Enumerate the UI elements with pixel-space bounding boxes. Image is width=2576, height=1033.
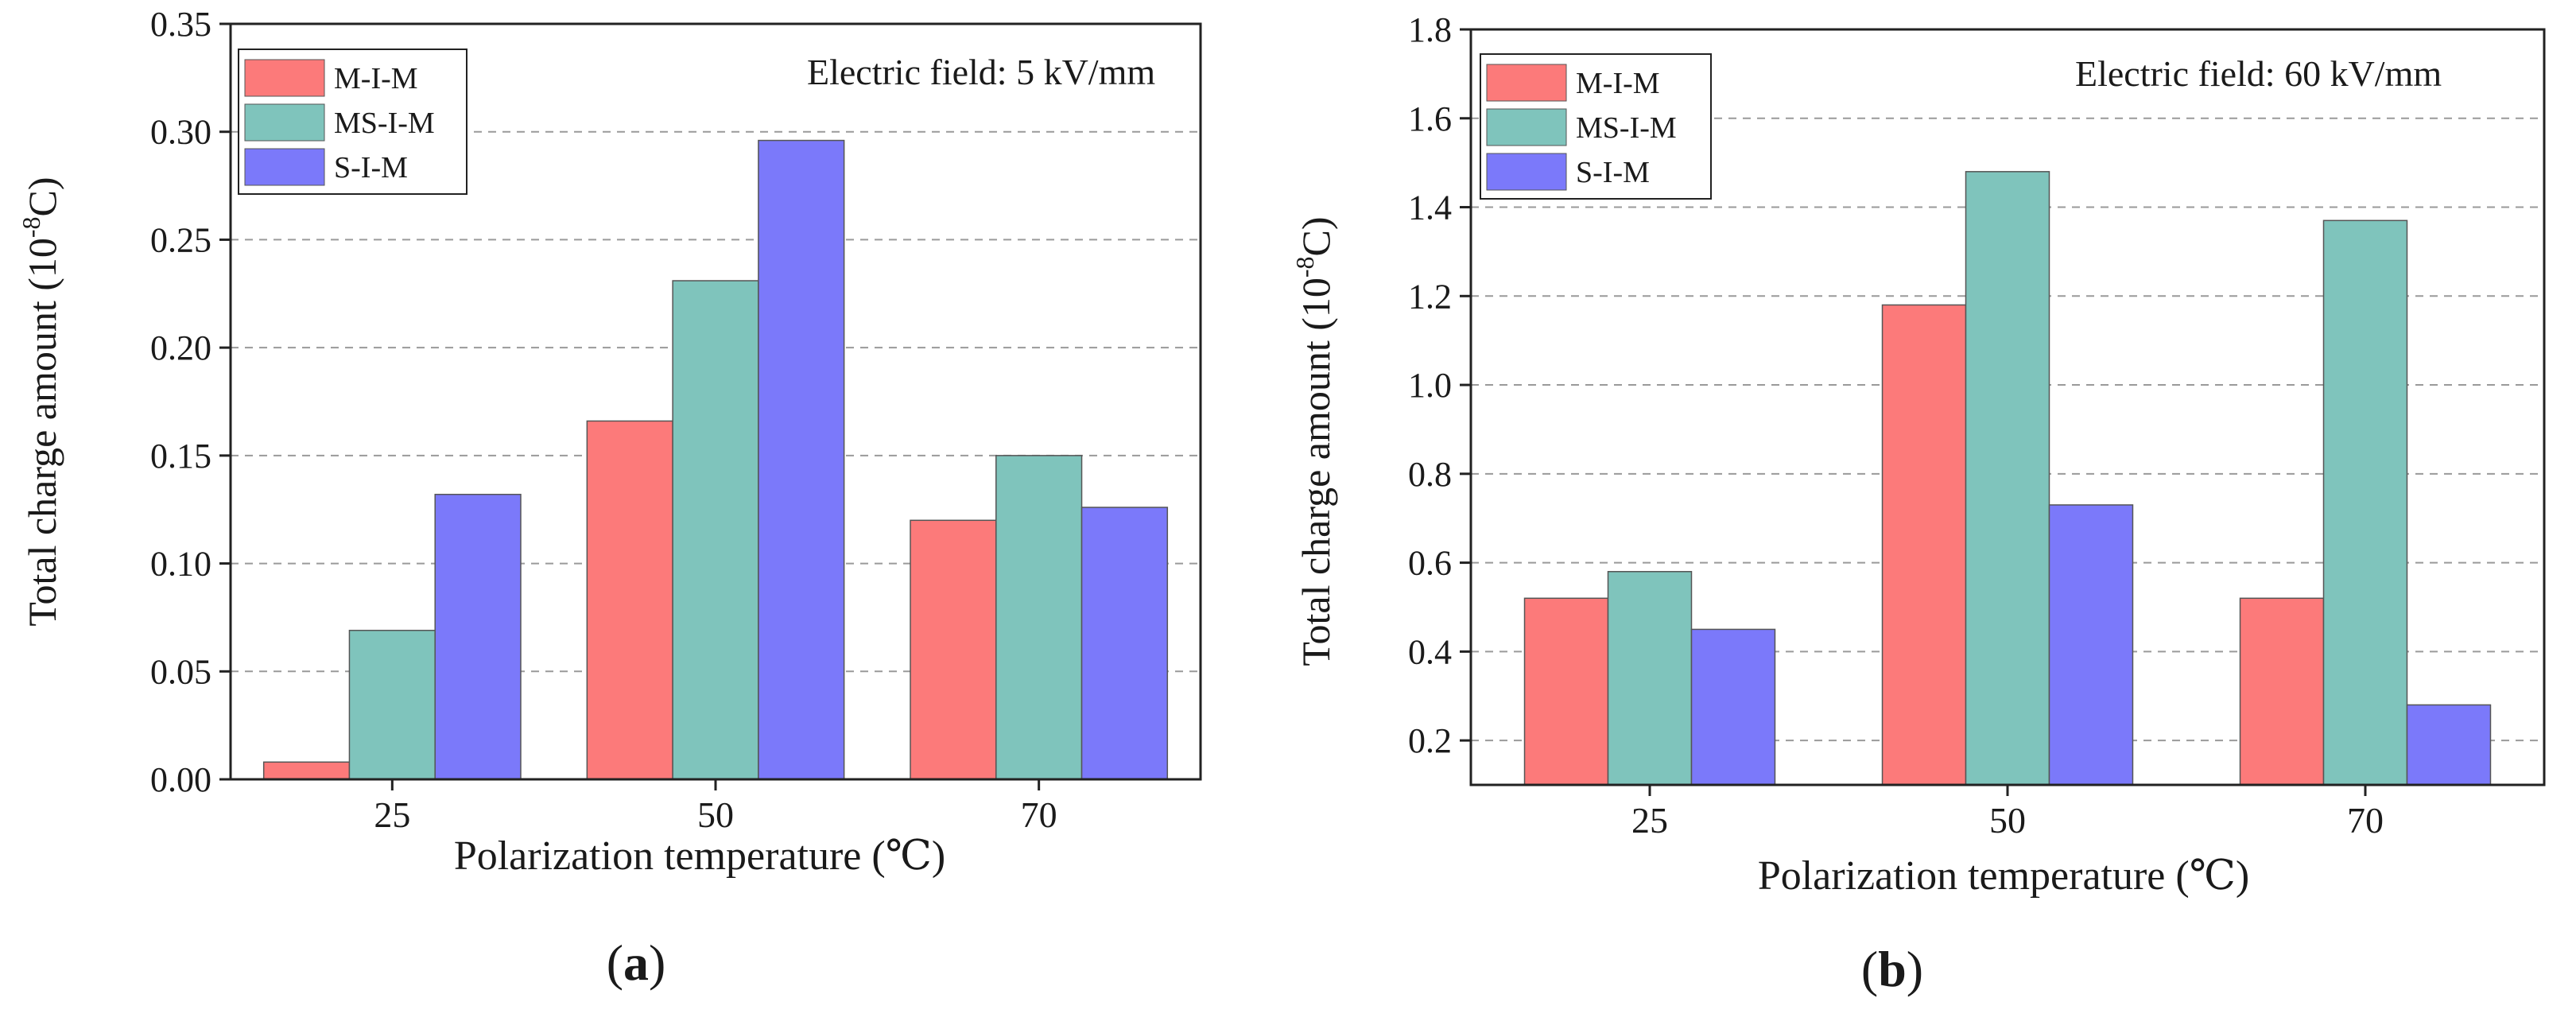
- bar-m-i-m-70: [910, 519, 997, 780]
- y-ticks-a: 0.00 0.05 0.10 0.15 0.20 0.25 0.30 0.35: [150, 5, 231, 799]
- y-axis-label-b: Total charge amount (10-8C): [1290, 216, 1338, 666]
- annotation-a: Electric field: 5 kV/mm: [807, 52, 1155, 92]
- x-tick-label: 25: [1631, 800, 1668, 841]
- legend-swatch-a-m-i-m: [244, 59, 325, 97]
- legend-label-b-ms-i-m: MS-I-M: [1576, 111, 1677, 145]
- y-tick-label: 0.30: [150, 113, 211, 152]
- chart-panel-a: 0.000.050.100.150.200.250.300.35 25 50 70 …: [17, 5, 1202, 991]
- bar-m-i-m-25: [1523, 597, 1609, 786]
- bar-m-i-m-50: [1881, 304, 1967, 786]
- legend-swatch-b-m-i-m: [1486, 64, 1567, 102]
- panel-label-a: (a): [607, 934, 666, 991]
- y-tick-label: 0.2: [1408, 721, 1452, 760]
- y-tick-label: 1.4: [1408, 188, 1452, 227]
- y-tick-label: 0.6: [1408, 544, 1452, 583]
- y-tick-label: 0.8: [1408, 455, 1452, 494]
- legend-label-a-m-i-m: M-I-M: [334, 62, 418, 95]
- y-tick-label: 0.25: [150, 220, 211, 259]
- legend-label-b-m-i-m: M-I-M: [1576, 67, 1660, 100]
- legend-swatch-b-s-i-m: [1486, 153, 1567, 191]
- bar-ms-i-m-25: [348, 629, 436, 780]
- x-axis-label-a: Polarization temperature (℃): [454, 833, 945, 879]
- bars-b: [1523, 171, 2492, 786]
- legend-swatch-b-ms-i-m: [1486, 108, 1567, 146]
- x-tick-label: 50: [1989, 800, 2026, 841]
- bar-ms-i-m-50: [672, 280, 759, 780]
- y-tick-label: 0.35: [150, 5, 211, 44]
- y-axis-label-a: Total charge amount (10-8C): [17, 177, 64, 626]
- legend-b: M-I-M MS-I-M S-I-M: [1480, 53, 1712, 200]
- x-tick-label: 70: [2347, 800, 2384, 841]
- bar-s-i-m-25: [434, 493, 522, 780]
- bar-m-i-m-70: [2239, 597, 2325, 786]
- chart-panel-b: 0.2 0.4 0.6 0.8 1.0 1.2 1.4 1.6 1.8 25 50 70 Total…: [1290, 10, 2546, 997]
- x-tick-label: 50: [697, 794, 734, 835]
- bars-a: [262, 139, 1169, 780]
- x-ticks-a: 25 50 70: [374, 779, 1057, 835]
- y-tick-label: 1.6: [1408, 99, 1452, 138]
- bar-s-i-m-50: [2048, 504, 2134, 786]
- bar-s-i-m-50: [758, 139, 845, 780]
- legend-label-a-ms-i-m: MS-I-M: [334, 107, 435, 140]
- y-tick-label: 1.8: [1408, 10, 1452, 49]
- legend-swatch-a-s-i-m: [244, 148, 325, 186]
- bar-ms-i-m-25: [1607, 571, 1693, 786]
- x-tick-label: 70: [1021, 794, 1057, 835]
- bar-s-i-m-70: [2406, 704, 2492, 786]
- y-tick-label: 1.2: [1408, 277, 1452, 316]
- bar-ms-i-m-70: [995, 455, 1083, 780]
- bar-s-i-m-70: [1080, 507, 1169, 780]
- y-tick-label: 0.10: [150, 545, 211, 584]
- y-ticks-b: 0.2 0.4 0.6 0.8 1.0 1.2 1.4 1.6 1.8: [1408, 10, 1471, 760]
- bar-ms-i-m-70: [2322, 219, 2408, 786]
- annotation-b: Electric field: 60 kV/mm: [2075, 53, 2442, 94]
- y-tick-label: 1.0: [1408, 366, 1452, 405]
- y-tick-label: 0.20: [150, 328, 211, 367]
- x-ticks-b: 25 50 70: [1631, 785, 2384, 841]
- bar-m-i-m-50: [586, 420, 673, 780]
- x-axis-label-b: Polarization temperature (℃): [1758, 853, 2249, 899]
- legend-label-a-s-i-m: S-I-M: [334, 151, 408, 184]
- bar-m-i-m-25: [262, 761, 351, 780]
- bar-ms-i-m-50: [1965, 171, 2050, 786]
- x-tick-label: 25: [374, 794, 410, 835]
- y-tick-label: 0.05: [150, 652, 211, 691]
- y-tick-label: 0.4: [1408, 632, 1452, 671]
- y-tick-label: 0.00: [150, 760, 211, 799]
- y-tick-label: 0.15: [150, 437, 211, 476]
- panel-label-b: (b): [1861, 941, 1923, 997]
- legend-a: M-I-M MS-I-M S-I-M: [238, 49, 467, 195]
- legend-swatch-a-ms-i-m: [244, 103, 325, 142]
- legend-label-b-s-i-m: S-I-M: [1576, 156, 1650, 189]
- bar-s-i-m-25: [1690, 628, 1776, 786]
